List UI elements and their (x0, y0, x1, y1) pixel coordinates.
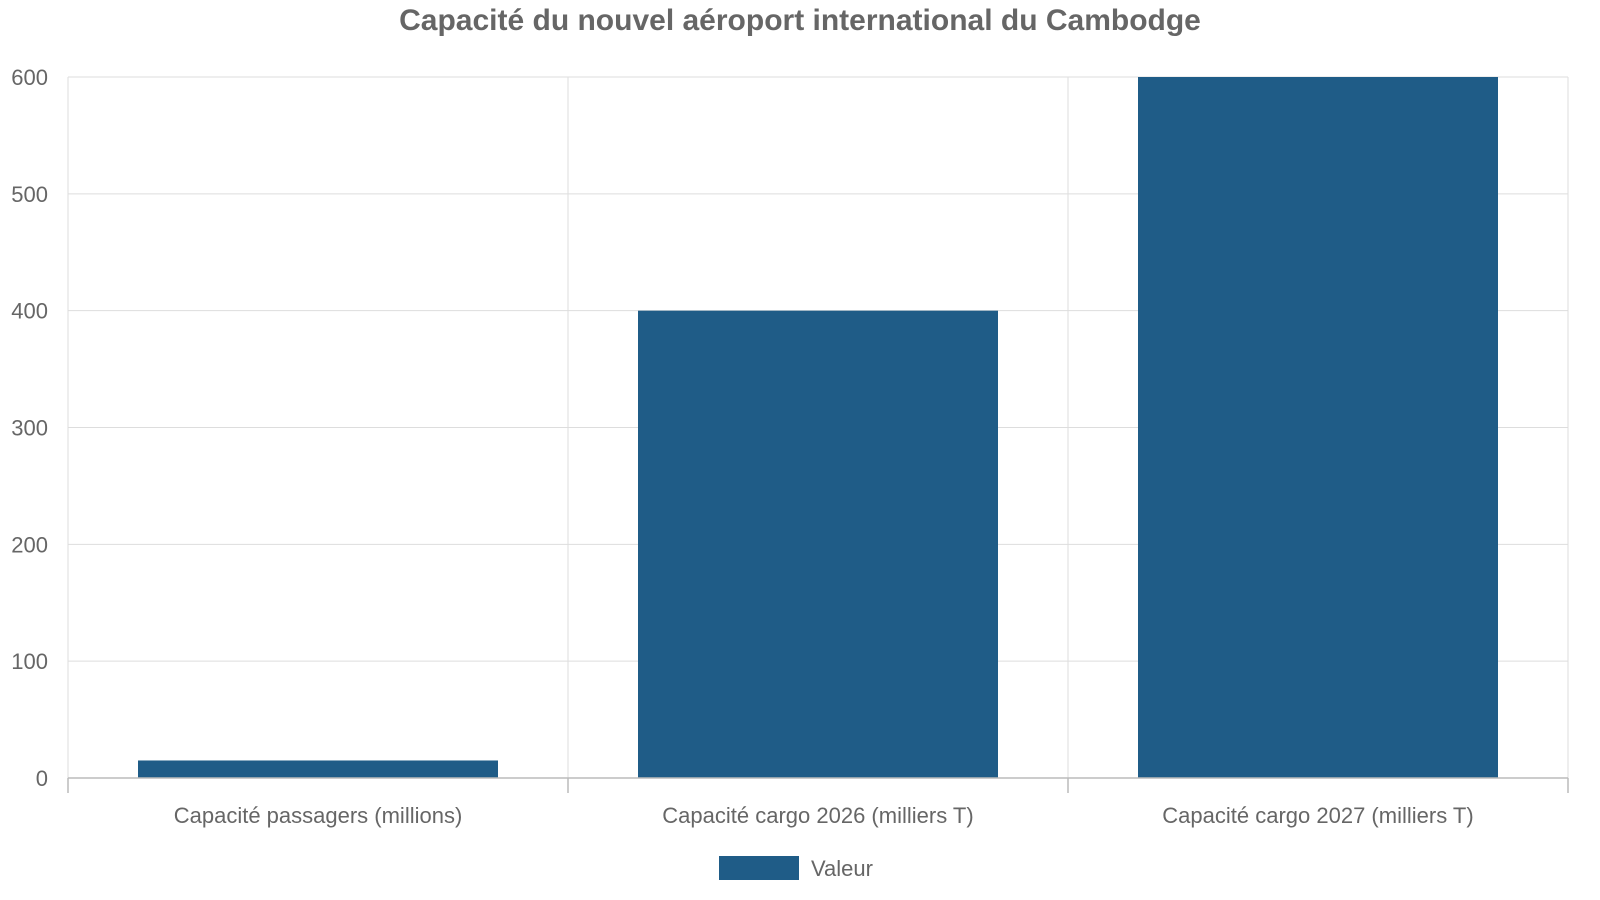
x-tick-label: Capacité cargo 2026 (milliers T) (662, 803, 973, 828)
y-tick-label: 500 (11, 182, 48, 207)
legend-label[interactable]: Valeur (811, 856, 873, 881)
bar[interactable] (138, 760, 498, 778)
y-tick-label: 600 (11, 65, 48, 90)
y-tick-label: 0 (36, 766, 48, 791)
bar[interactable] (1138, 77, 1498, 778)
chart-title: Capacité du nouvel aéroport internationa… (399, 4, 1201, 37)
y-axis-ticks: 0 100 200 300 400 500 600 (11, 65, 48, 791)
x-tick-label: Capacité passagers (millions) (174, 803, 463, 828)
y-tick-label: 100 (11, 649, 48, 674)
axes (67, 777, 1569, 793)
bar[interactable] (638, 310, 998, 778)
bars (138, 77, 1498, 778)
y-tick-label: 300 (11, 416, 48, 441)
x-tick-label: Capacité cargo 2027 (milliers T) (1162, 803, 1473, 828)
x-axis-labels: Capacité passagers (millions) Capacité ca… (174, 803, 1474, 828)
legend[interactable]: Valeur (719, 856, 873, 881)
legend-swatch[interactable] (719, 856, 799, 880)
y-tick-label: 400 (11, 299, 48, 324)
y-tick-label: 200 (11, 532, 48, 557)
